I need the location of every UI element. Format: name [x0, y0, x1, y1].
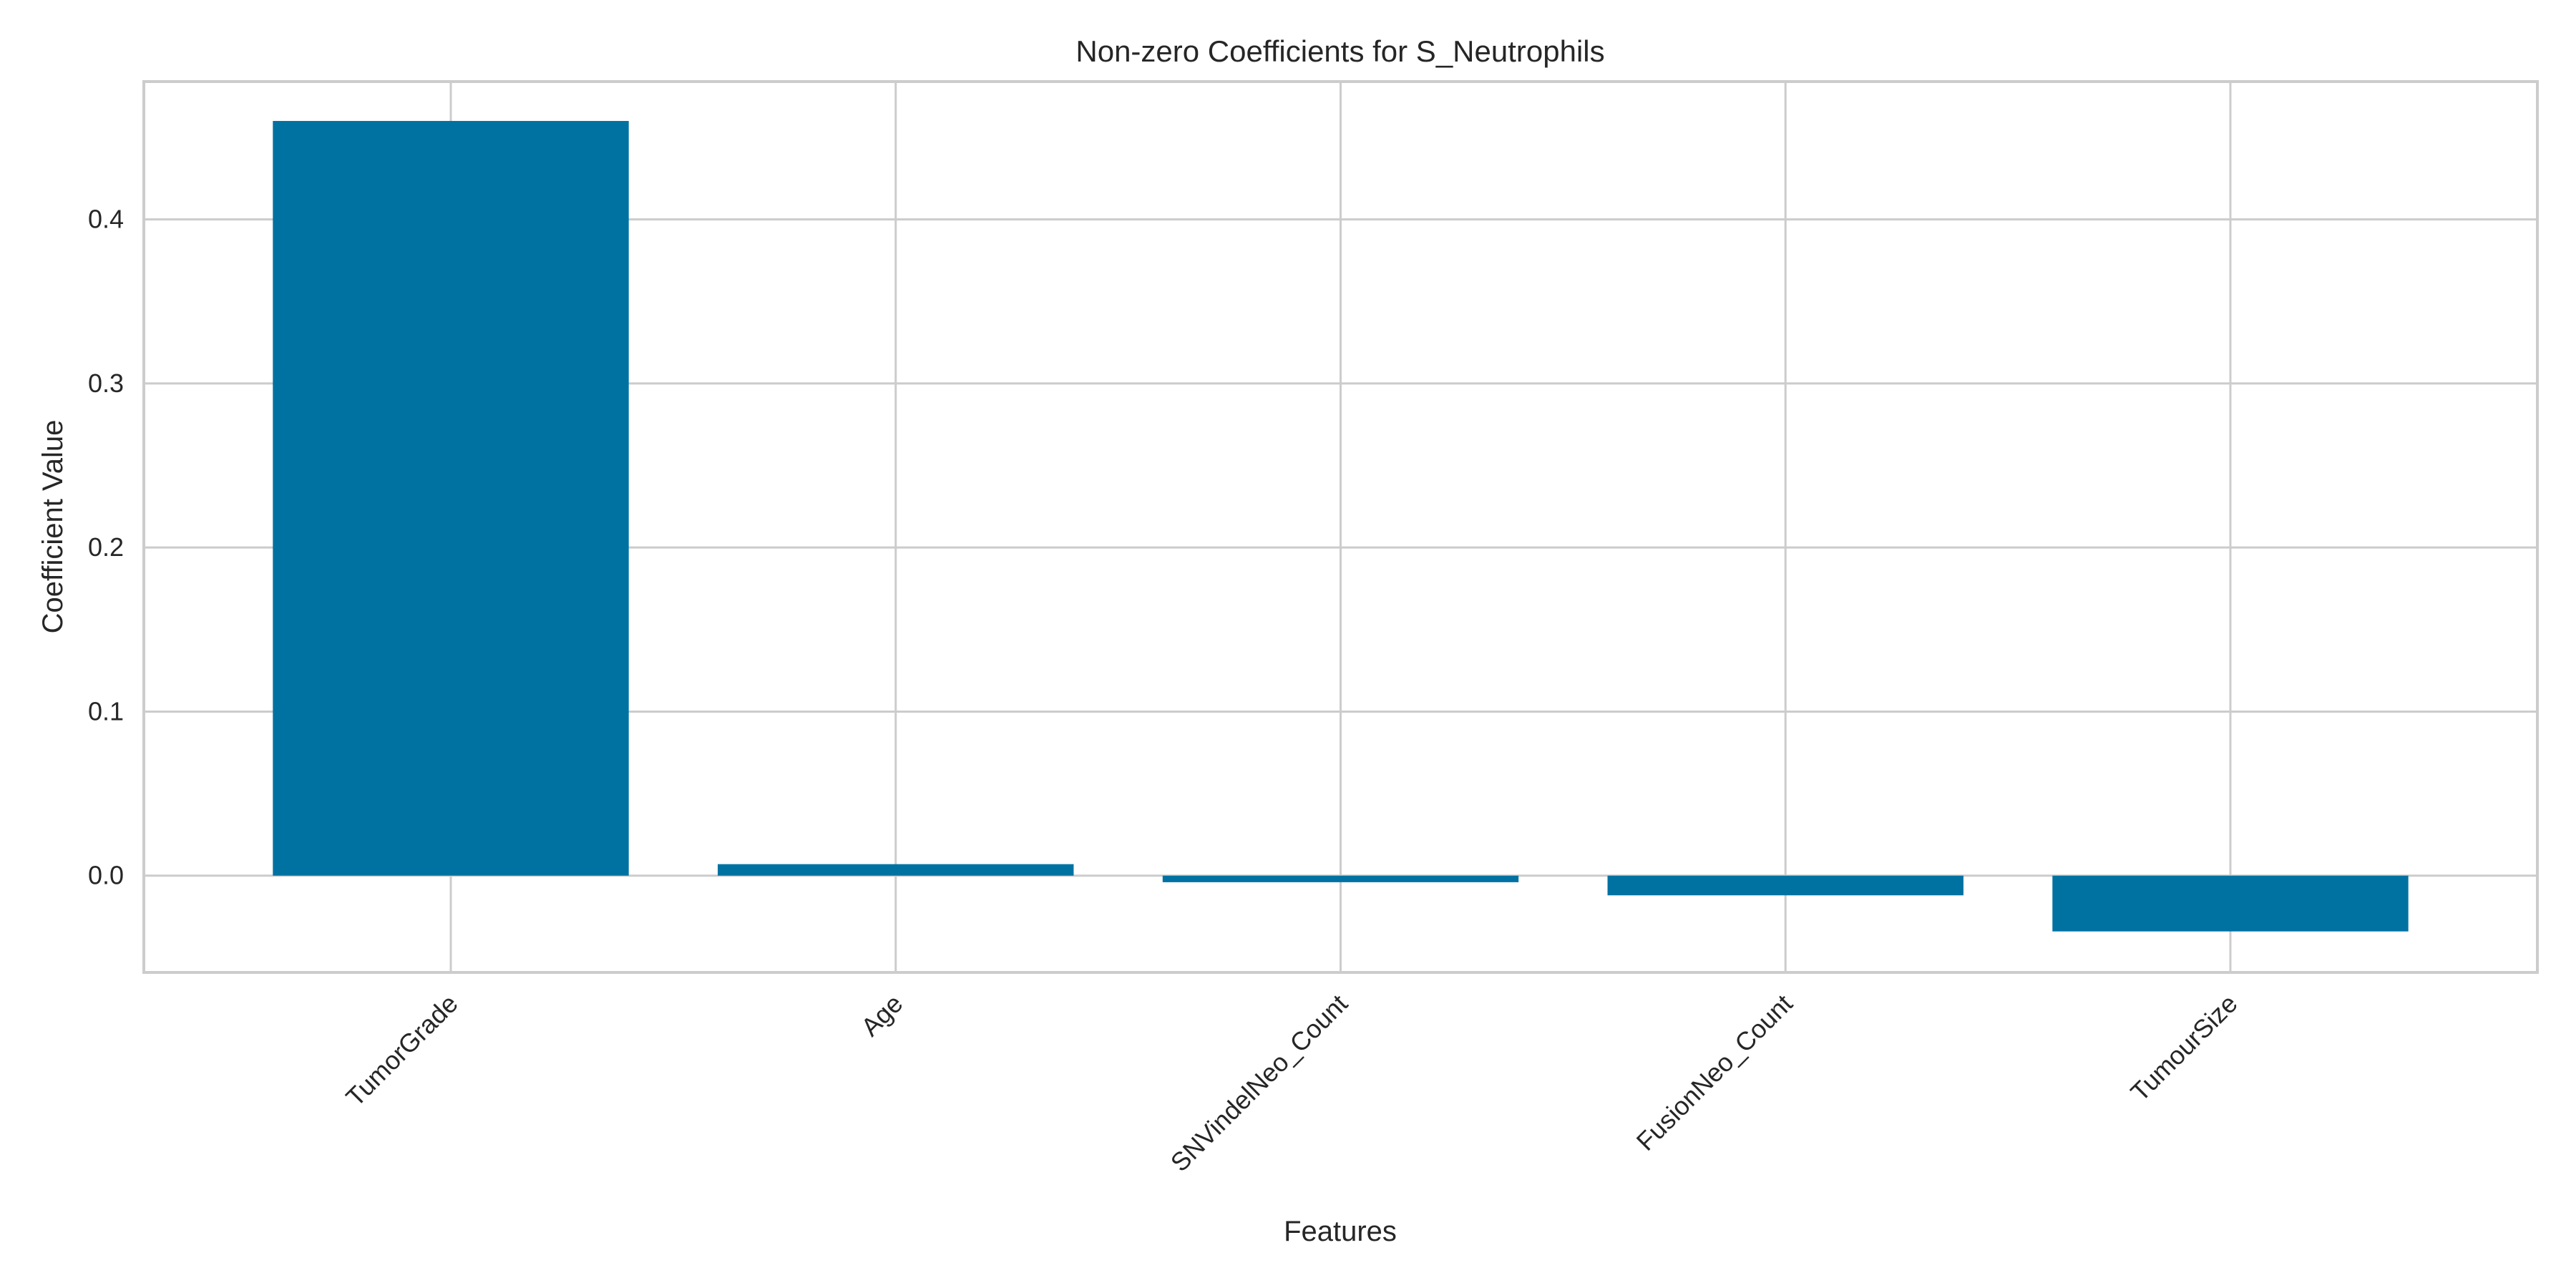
bar-age — [718, 864, 1074, 876]
x-axis-label: Features — [1284, 1216, 1397, 1247]
bar-snvindelneo-count — [1162, 875, 1519, 882]
plot-frame — [142, 80, 2539, 974]
y-tick-label: 0.0 — [88, 861, 124, 890]
y-axis-label: Coefficient Value — [37, 420, 69, 634]
y-tick-label: 0.1 — [88, 696, 124, 726]
y-tick-label: 0.2 — [88, 532, 124, 562]
bar-tumorgrade — [273, 121, 629, 876]
bars — [273, 121, 2409, 932]
y-tick-label: 0.4 — [88, 205, 124, 234]
bar-tumoursize — [2052, 875, 2409, 932]
y-tick-label: 0.3 — [88, 369, 124, 398]
y-tick-labels: 0.0 0.1 0.2 0.3 0.4 — [88, 205, 124, 890]
bar-fusionneo-count — [1607, 875, 1963, 896]
chart-title: Non-zero Coefficients for S_Neutrophils — [1075, 34, 1604, 68]
